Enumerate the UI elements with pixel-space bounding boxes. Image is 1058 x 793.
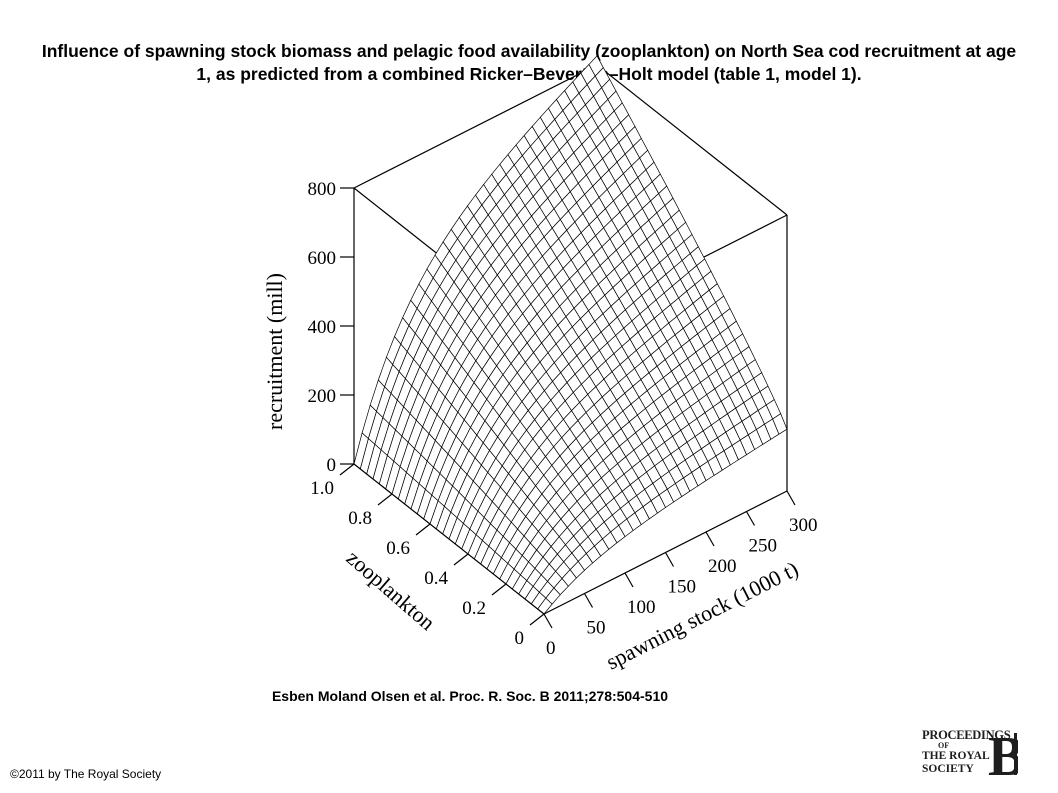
x-tick-label: 0 [546, 638, 556, 659]
z-tick-label: 600 [308, 248, 337, 269]
x-tick [786, 490, 796, 506]
x-tick [624, 572, 634, 588]
z-tick-label: 800 [308, 179, 337, 200]
y-tick [491, 583, 507, 596]
x-tick-label: 200 [708, 556, 737, 577]
y-tick-label: 0.6 [386, 538, 410, 559]
y-axis: 0 0.2 0.4 0.6 0.8 1.0 [310, 463, 545, 649]
logo-b-icon: B [988, 727, 1018, 781]
logo-line-society: SOCIETY [922, 763, 974, 775]
y-tick [339, 463, 355, 476]
x-tick-label: 100 [627, 597, 656, 618]
logo-line-of: OF [938, 741, 950, 750]
x-axis: 0 50 100 150 200 250 300 [543, 490, 818, 659]
z-tick-label: 400 [308, 317, 337, 338]
x-tick-label: 150 [668, 577, 697, 598]
logo-b-letter: B [988, 727, 1018, 781]
x-tick [543, 613, 553, 629]
z-tick-label: 200 [308, 386, 337, 407]
y-tick-label: 1.0 [310, 478, 334, 499]
y-tick [377, 493, 393, 506]
copyright: ©2011 by The Royal Society [10, 767, 162, 781]
y-tick-label: 0.2 [462, 598, 486, 619]
x-tick-label: 50 [587, 618, 606, 639]
chart-title: Influence of spawning stock biomass and … [41, 41, 1017, 84]
journal-logo: PROCEEDINGS OF THE ROYAL SOCIETY B [922, 727, 1022, 783]
z-axis-title: recruitment (mill) [262, 273, 287, 430]
x-tick [583, 593, 594, 608]
y-tick [453, 553, 469, 566]
z-tick-label: 0 [327, 455, 337, 476]
y-tick-label: 0 [515, 628, 525, 649]
box-edge-top-back [353, 64, 598, 189]
z-axis: 0 200 400 600 800 [308, 179, 354, 476]
y-tick [529, 613, 545, 626]
x-tick-label: 250 [749, 536, 778, 557]
x-tick-label: 300 [789, 515, 818, 536]
box-edge-top-right [596, 64, 788, 216]
y-tick-label: 0.8 [348, 508, 372, 529]
citation: Esben Moland Olsen et al. Proc. R. Soc. … [271, 688, 669, 704]
x-tick [745, 511, 756, 526]
x-tick [664, 552, 675, 567]
logo-line-proceedings: PROCEEDINGS [922, 728, 1011, 742]
logo-line-royal: THE ROYAL [922, 750, 990, 762]
x-tick [705, 531, 715, 547]
y-tick-label: 0.4 [424, 568, 448, 589]
recruitment-surface [353, 55, 788, 615]
box-edge-bottom-left [353, 463, 545, 615]
y-tick [415, 523, 431, 536]
